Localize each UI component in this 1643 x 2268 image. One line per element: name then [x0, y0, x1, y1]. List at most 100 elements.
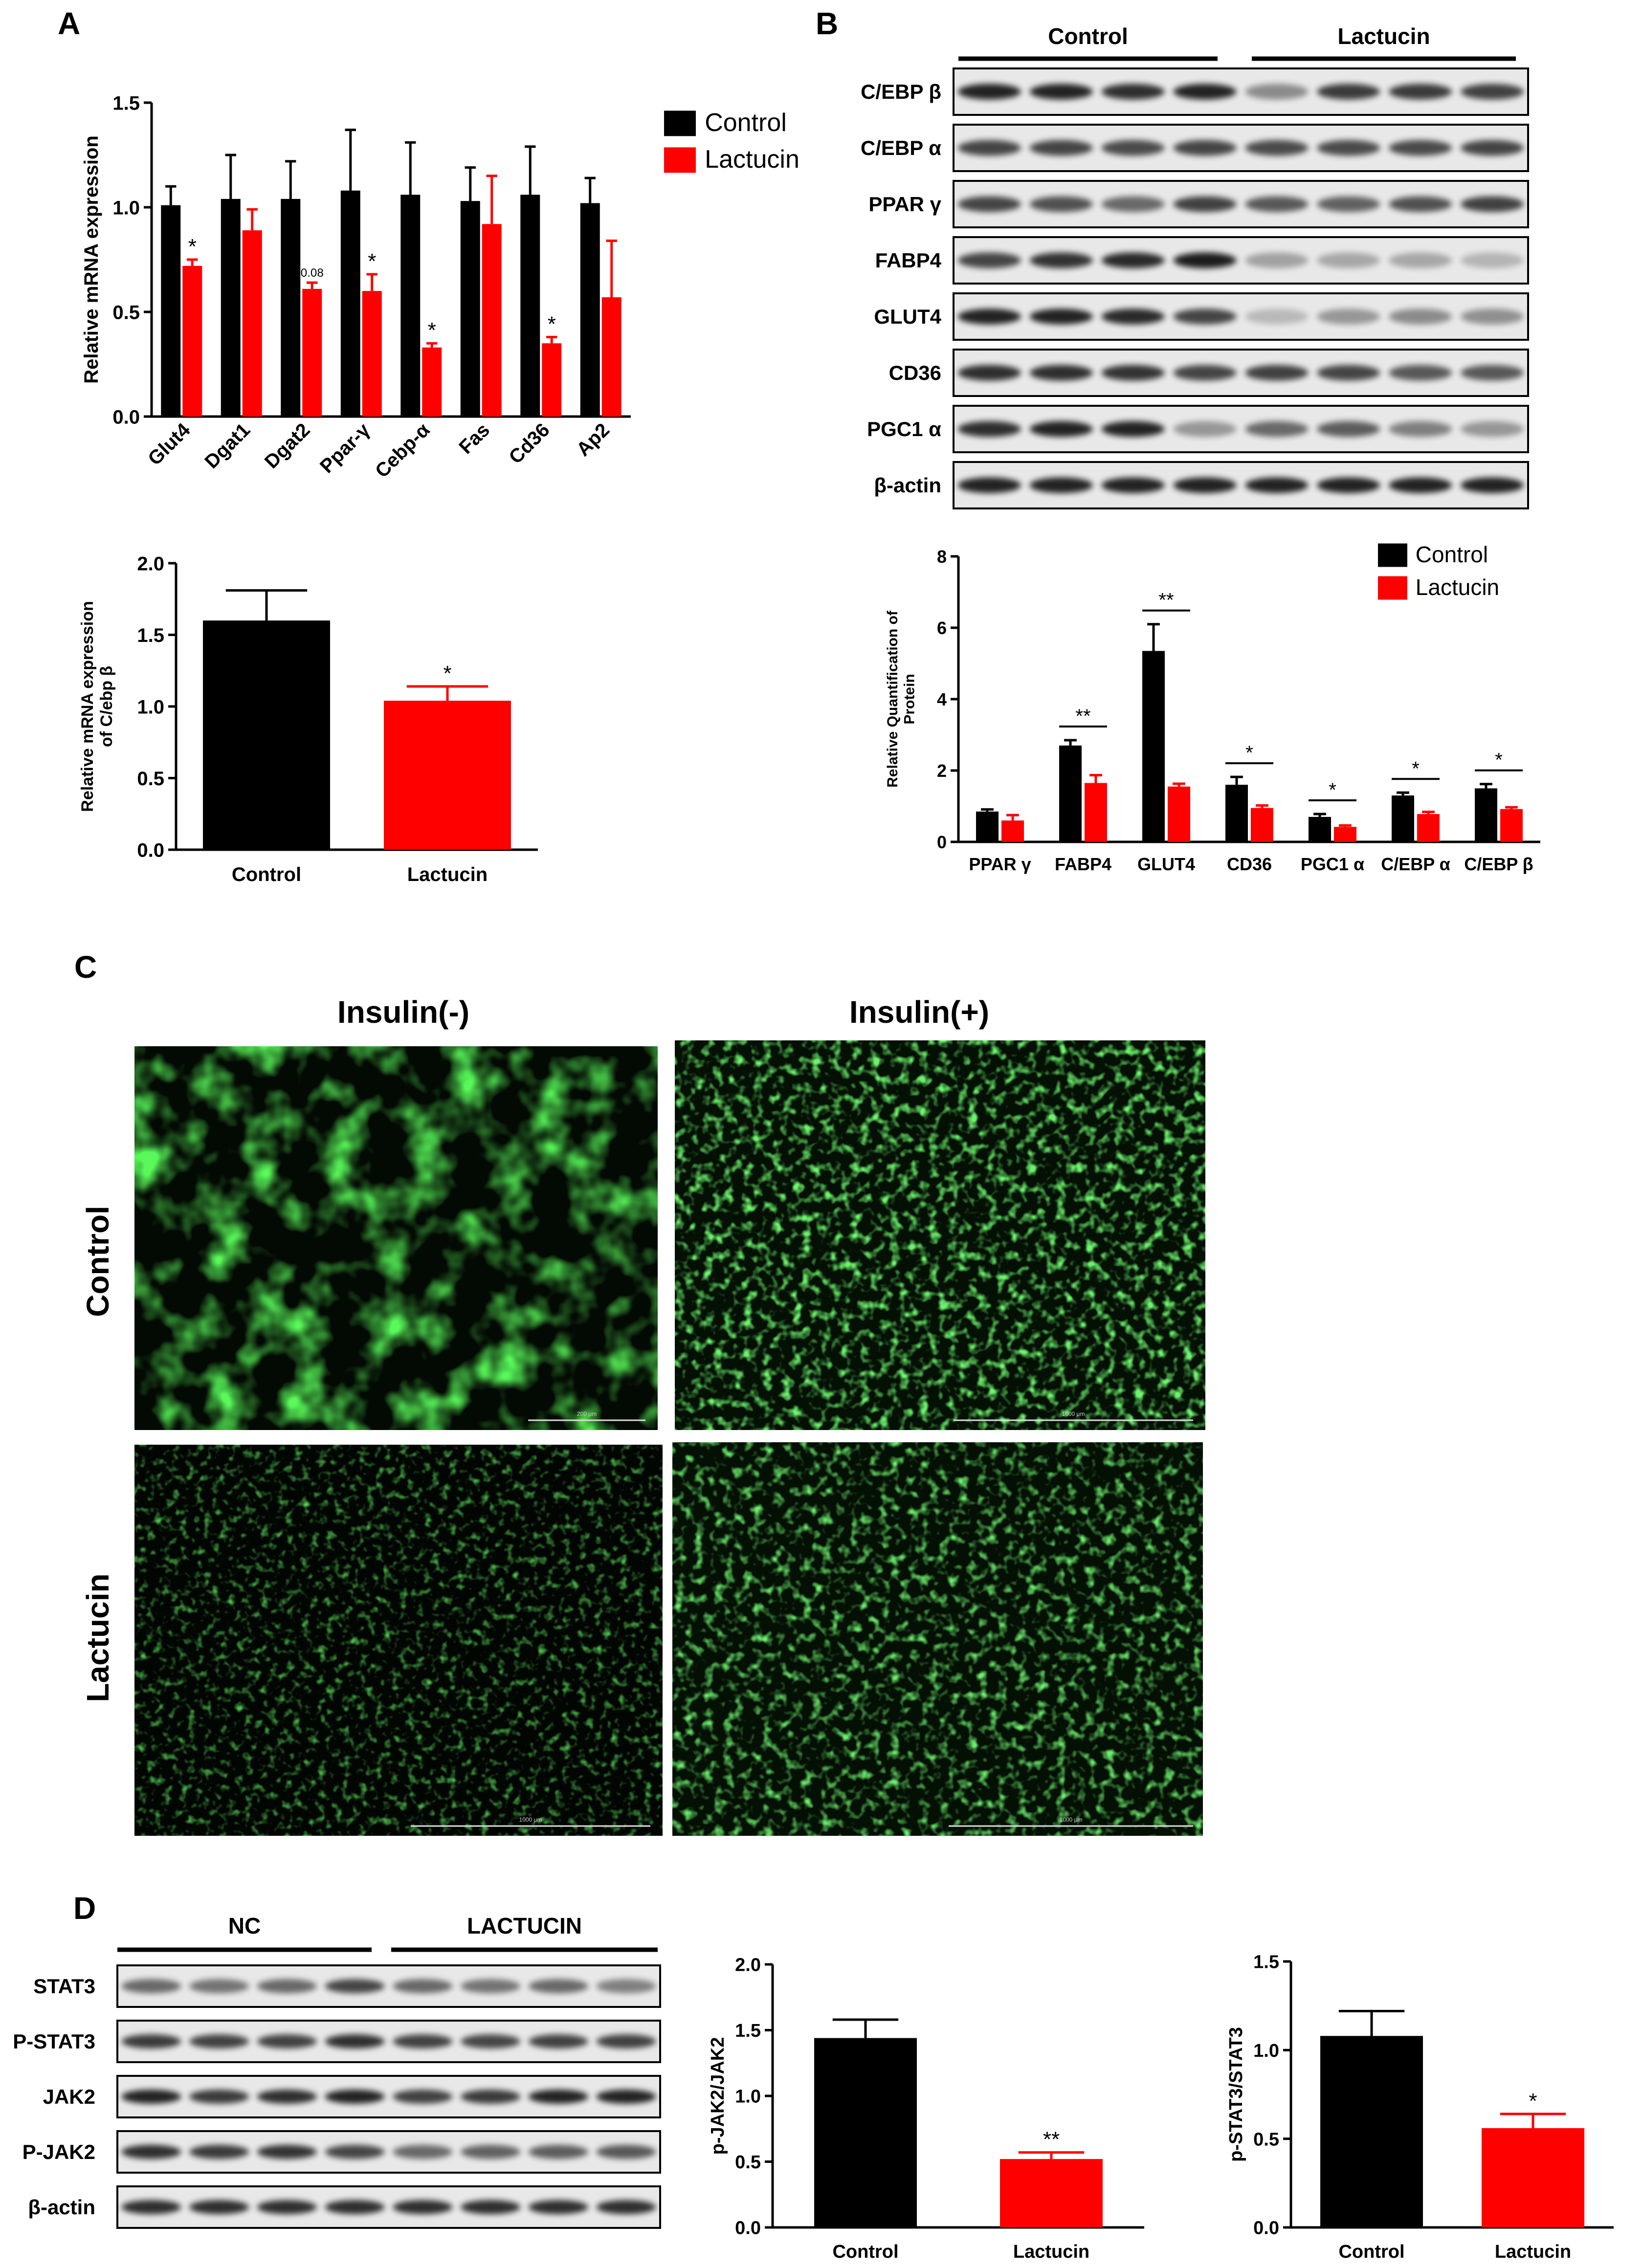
y-axis-label: p-JAK2/JAK2 [708, 2037, 728, 2155]
blot-band [1317, 140, 1380, 156]
bar-lactucin [1085, 783, 1107, 842]
blot-band [1317, 196, 1380, 212]
bar-lactucin [302, 288, 322, 417]
blot-band [1389, 365, 1452, 381]
blot-band [189, 2034, 249, 2048]
y-tick-label: 1.5 [137, 625, 164, 646]
blot-band [257, 2145, 317, 2159]
y-tick-label: 0.5 [735, 2152, 761, 2173]
scale-bar-label: 1000 μm [1062, 1410, 1085, 1417]
blot-band [957, 140, 1021, 156]
category-label: CD36 [1227, 854, 1272, 874]
bar-control [400, 195, 421, 417]
blot-band [957, 421, 1021, 437]
category-label: Control [232, 864, 301, 885]
blot-band [325, 2090, 385, 2104]
column-label-insulin-minus: Insulin(-) [337, 994, 469, 1030]
blot-band [1101, 196, 1165, 212]
blot-row-label: PGC1 α [867, 418, 941, 440]
bar-lactucin [1417, 814, 1440, 842]
blot-band [1173, 140, 1237, 156]
significance-label: * [548, 312, 556, 336]
y-tick-label: 1.5 [1253, 1952, 1279, 1973]
blot-row-label: C/EBP α [861, 136, 941, 159]
y-tick-label: 2 [937, 761, 947, 781]
blot-band [1460, 196, 1524, 212]
significance-label: * [188, 235, 197, 259]
blot-band [393, 2090, 453, 2104]
blot-band [257, 1979, 317, 1993]
y-axis-label: Relative mRNA expression [81, 135, 102, 384]
panel-letter-b: B [816, 6, 838, 41]
category-label: Control [832, 2242, 898, 2262]
chart-a-mrna: 0.0 0.5 1.0 1.5 Relative mRNA expression * Glu… [81, 92, 799, 482]
bar-control [1320, 2036, 1423, 2227]
y-tick-label: 4 [937, 689, 947, 709]
blot-band [1317, 477, 1380, 493]
blot-band [1173, 84, 1237, 100]
category-label: Ppar-γ [316, 419, 375, 478]
panel-letter-a: A [58, 6, 80, 41]
category-label: Control [1338, 2242, 1404, 2262]
bar-lactucin [1251, 808, 1273, 842]
y-axis-label: Relative Quantification of [885, 610, 901, 788]
y-tick-label: 1.0 [112, 197, 140, 219]
y-tick-label: 0.0 [735, 2218, 761, 2239]
blot-band [1460, 140, 1524, 156]
blot-band [393, 2200, 453, 2214]
bar-control [520, 195, 540, 417]
micrograph-lactucin-insulin-minus: 1000 μm [134, 1445, 663, 1836]
bar-control [221, 198, 241, 417]
blot-band [189, 2145, 249, 2159]
scale-bar-label: 1000 μm [1060, 1816, 1083, 1823]
blot-band [121, 2090, 181, 2104]
blot-group-label: Control [1048, 23, 1128, 49]
blot-band [1389, 196, 1452, 212]
category-label: FABP4 [1055, 854, 1111, 874]
blot-band [1460, 477, 1524, 493]
blot-band [1389, 84, 1452, 100]
y-tick-label: 2.0 [735, 1955, 761, 1976]
blot-band [461, 2090, 521, 2104]
blot-band [1173, 365, 1237, 381]
blot-band [1389, 421, 1452, 437]
blot-band [1029, 140, 1093, 156]
blot-band [957, 308, 1021, 325]
western-blot-b: Control Lactucin C/EBP β C/EBP α PPAR γ FABP4… [861, 23, 1529, 509]
significance-label: * [428, 318, 436, 342]
blot-row-label: STAT3 [33, 1975, 95, 1998]
blot-band [189, 2200, 249, 2214]
blot-band [528, 2034, 588, 2048]
bar-control [1142, 651, 1165, 842]
blot-band [1029, 308, 1093, 325]
category-label: Dgat2 [261, 419, 314, 473]
blot-band [1389, 308, 1452, 325]
bar-control [814, 2038, 917, 2227]
chart-d-pjak2: 0.0 0.5 1.0 1.5 2.0 p-JAK2/JAK2 Control ** Lactu… [708, 1955, 1144, 2262]
scale-bar-label: 1000 μm [519, 1816, 542, 1823]
bar-lactucin [242, 230, 262, 417]
y-tick-label: 0.5 [112, 302, 140, 323]
bar-lactucin [1500, 809, 1523, 842]
column-label-insulin-plus: Insulin(+) [849, 994, 989, 1030]
category-label: C/EBP β [1464, 854, 1533, 874]
bar-control [203, 620, 330, 850]
bar-control [460, 201, 480, 417]
y-tick-label: 1.0 [735, 2087, 761, 2107]
blot-band [189, 1979, 249, 1993]
blot-band [1245, 365, 1309, 381]
legend-swatch-lactucin [1378, 576, 1407, 600]
blot-band [1460, 421, 1524, 437]
blot-row-label: FABP4 [875, 249, 942, 272]
y-tick-label: 0.0 [112, 406, 140, 428]
bar-lactucin [1334, 827, 1356, 842]
blot-band [1245, 477, 1309, 493]
category-label: Lactucin [407, 864, 488, 885]
blot-band [1173, 252, 1237, 268]
blot-band [393, 1979, 453, 1993]
blot-band [1101, 84, 1165, 100]
bar-lactucin [601, 297, 622, 417]
y-tick-label: 1.0 [1253, 2041, 1279, 2061]
bar-lactucin [384, 701, 511, 850]
bar-control [161, 205, 181, 417]
